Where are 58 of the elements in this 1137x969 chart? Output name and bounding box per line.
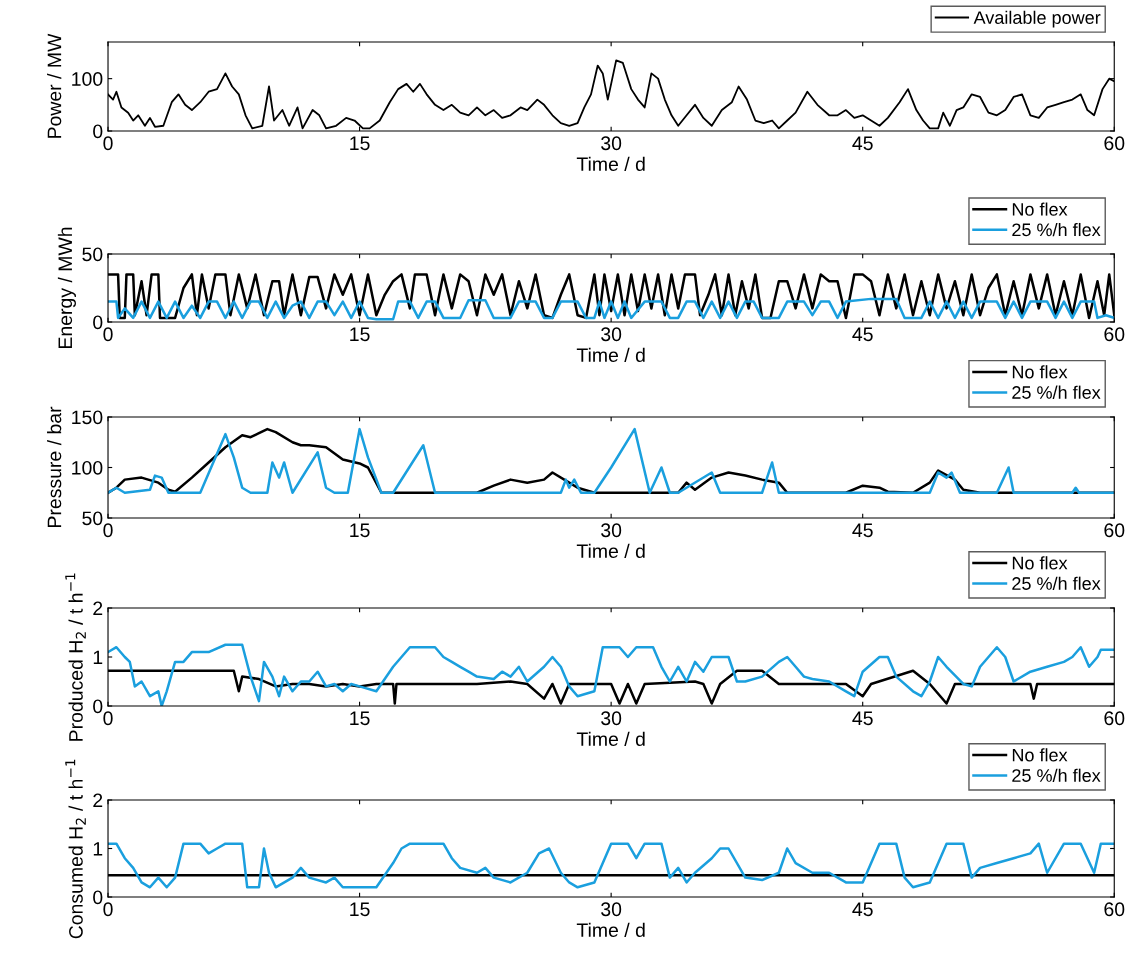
y-tick-label: 150 (72, 410, 103, 425)
x-tick-label: 60 (1104, 136, 1125, 151)
x-tick-label: 45 (852, 327, 873, 342)
x-tick-label: 0 (103, 327, 113, 342)
x-tick-label: 30 (601, 902, 622, 917)
x-tick-label: 15 (350, 327, 370, 342)
x-tick-label: 30 (601, 711, 622, 726)
y-tick-label: 0 (93, 890, 103, 905)
y-tick-label: 0 (93, 124, 103, 139)
y-tick-label: 0 (93, 699, 103, 714)
y-tick-label: 100 (72, 460, 103, 475)
x-tick-label: 0 (103, 136, 113, 151)
y-tick-label: 0 (93, 315, 103, 330)
y-tick-label: 2 (93, 601, 103, 616)
x-axis-title: Time / d (576, 731, 645, 747)
legend-label: No flex (1012, 556, 1068, 570)
y-tick-label: 1 (93, 650, 103, 665)
x-tick-label: 30 (601, 327, 622, 342)
x-tick-label: 45 (852, 136, 873, 151)
y-tick-label: 100 (72, 72, 103, 86)
line-series (108, 842, 1115, 889)
x-tick-label: 60 (1104, 711, 1125, 726)
y-axis-title: Produced H$_{2}$ / t h$^{−1}$ (65, 573, 86, 741)
x-tick-label: 45 (852, 902, 873, 917)
y-tick-label: 50 (82, 511, 103, 526)
legend-label: 25 %/h flex (1012, 768, 1101, 782)
x-tick-label: 15 (350, 136, 370, 151)
y-axis-title: Energy / MWh (57, 227, 76, 348)
x-tick-label: 0 (103, 711, 113, 726)
x-axis-title: Time / d (576, 922, 645, 938)
y-axis-title: Consumed H$_{2}$ / t h$^{−1}$ (65, 759, 86, 939)
legend-label: 25 %/h flex (1012, 385, 1101, 399)
x-axis-title: Time / d (576, 543, 645, 559)
legend-label: Available power (973, 10, 1101, 28)
x-tick-label: 45 (852, 711, 873, 726)
x-tick-label: 0 (103, 902, 113, 917)
x-tick-label: 30 (601, 136, 622, 151)
legend-label: 25 %/h flex (1012, 576, 1101, 590)
y-tick-label: 50 (82, 247, 103, 262)
legend-label: 25 %/h flex (1012, 222, 1101, 237)
x-tick-label: 0 (103, 523, 113, 538)
x-tick-label: 15 (350, 902, 370, 917)
x-axis-title: Time / d (576, 156, 645, 172)
x-tick-label: 60 (1104, 327, 1125, 342)
x-tick-label: 15 (350, 523, 370, 538)
legend-label: No flex (1012, 748, 1068, 762)
y-axis-title: Pressure / bar (47, 406, 62, 527)
x-tick-label: 60 (1104, 902, 1125, 917)
y-tick-label: 2 (93, 793, 103, 808)
x-tick-label: 15 (350, 711, 370, 726)
x-tick-label: 60 (1104, 523, 1125, 538)
legend-label: No flex (1012, 202, 1068, 216)
x-axis-title: Time / d (576, 347, 645, 363)
y-tick-label: 1 (93, 842, 103, 856)
y-axis-title: Power / MW (47, 33, 62, 138)
x-tick-label: 30 (601, 523, 622, 538)
legend-label: No flex (1012, 365, 1068, 379)
x-tick-label: 45 (852, 523, 873, 538)
